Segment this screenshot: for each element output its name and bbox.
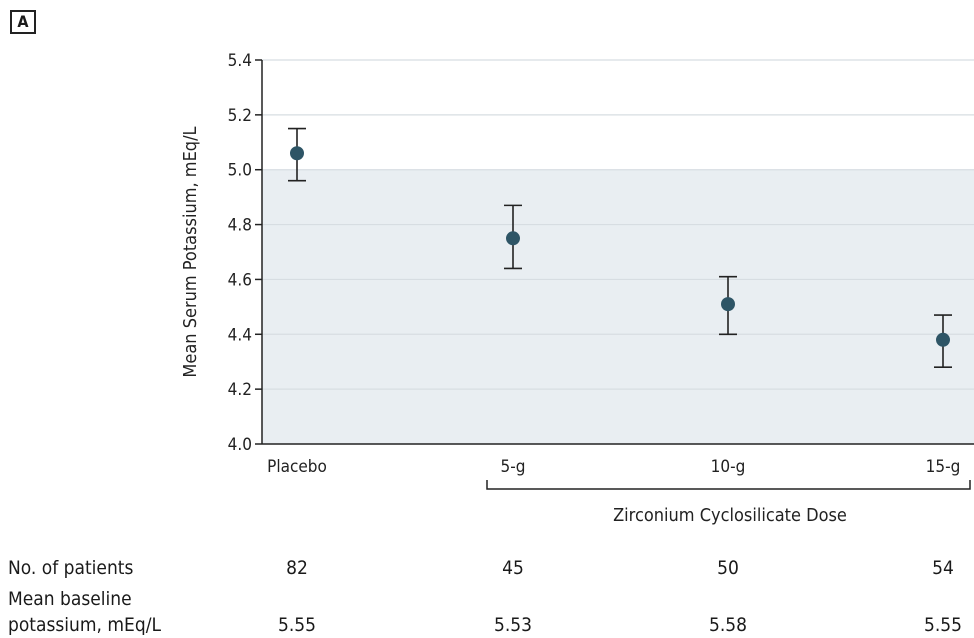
x-tick-label: 5-g: [501, 457, 526, 477]
y-tick-label: 4.2: [228, 380, 252, 400]
dose-group-label: Zirconium Cyclosilicate Dose: [613, 505, 847, 526]
baseline-value: 5.53: [493, 614, 533, 636]
x-tick-label: Placebo: [267, 457, 327, 477]
data-point: [290, 146, 304, 161]
baseline-value: 5.58: [708, 614, 748, 636]
y-tick-label: 4.6: [228, 270, 252, 290]
patients-count: 82: [286, 557, 308, 579]
x-tick-label: 15-g: [926, 457, 961, 477]
y-tick-label: 4.0: [228, 435, 252, 455]
data-point: [721, 297, 735, 312]
panel-label: A: [10, 10, 36, 34]
y-tick-label: 5.0: [228, 161, 252, 181]
x-tick-label: 10-g: [711, 457, 746, 477]
baseline-value: 5.55: [277, 614, 317, 636]
data-point: [936, 332, 950, 347]
baseline-label-line2: potassium, mEq/L: [8, 614, 161, 636]
data-point: [506, 231, 520, 246]
dose-bracket: [486, 480, 971, 490]
y-axis-label: Mean Serum Potassium, mEq/L: [180, 126, 201, 377]
baseline-value: 5.55: [923, 614, 963, 636]
patients-count: 50: [717, 557, 739, 579]
baseline-label-line1: Mean baseline: [8, 588, 132, 610]
patients-label: No. of patients: [8, 557, 134, 579]
patients-count: 54: [932, 557, 954, 579]
y-tick-label: 4.8: [228, 216, 252, 236]
patients-count: 45: [502, 557, 524, 579]
y-tick-label: 4.4: [228, 325, 252, 345]
y-tick-label: 5.2: [228, 106, 252, 126]
y-tick-label: 5.4: [228, 51, 252, 71]
reference-band: [262, 169, 974, 444]
